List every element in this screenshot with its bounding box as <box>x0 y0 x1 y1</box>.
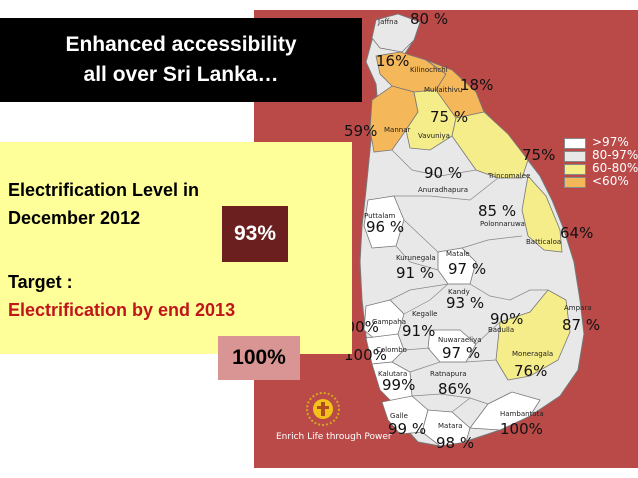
district-label-kalutara: Kalutara <box>378 370 408 378</box>
legend-label: <60% <box>592 174 629 188</box>
region-vavuniya <box>405 89 457 151</box>
district-label-kurunegala: Kurunegala <box>396 254 436 262</box>
title-line-1: Enhanced accessibility <box>65 33 297 56</box>
district-label-colombo: Colombo <box>376 346 407 354</box>
region-batticaloa <box>521 175 563 253</box>
district-label-vavuniya: Vavuniya <box>418 132 450 140</box>
district-label-galle: Galle <box>390 412 408 420</box>
electrification-level-label: Electrification Level in <box>8 180 200 200</box>
value-kegalle: 90% <box>490 310 524 328</box>
value-jaffna: 80 % <box>410 10 449 28</box>
legend-swatch-80-97 <box>564 151 586 162</box>
district-label-ampara: Ampara <box>564 304 592 312</box>
region-trincomalee <box>451 111 529 179</box>
district-label-matara: Matara <box>438 422 463 430</box>
value-ratnapura: 86% <box>438 380 472 398</box>
legend-label: 80-97% <box>592 148 638 162</box>
district-label-gampaha: Gampaha <box>372 318 406 326</box>
legend-swatch-under60 <box>564 177 586 188</box>
region-colombo <box>365 333 405 365</box>
legend-swatch-over97 <box>564 138 586 149</box>
value-vavuniya: 75 % <box>430 108 469 126</box>
legend-label: 60-80% <box>592 161 638 175</box>
level-value-badge: 93% <box>222 206 288 262</box>
value-polonnaruwa: 85 % <box>478 202 517 220</box>
district-label-kegalle: Kegalle <box>412 310 438 318</box>
value-puttalam: 96 % <box>366 218 405 236</box>
tagline: Enrich Life through Power <box>276 432 392 442</box>
title-line-2: all over Sri Lanka… <box>83 63 279 86</box>
region-moneragala <box>495 289 571 381</box>
value-kilinochchi: 16% <box>376 52 410 70</box>
district-label-batticaloa: Batticaloa <box>526 238 562 246</box>
district-label-kilinochchi: Kilinochchi <box>410 66 448 74</box>
district-label-mannar: Mannar <box>384 126 411 134</box>
district-label-kandy: Kandy <box>448 288 470 296</box>
electrification-date-label: December 2012 <box>8 208 141 228</box>
value-anuradhapura: 90 % <box>424 164 463 182</box>
value-moneragala: 76% <box>514 362 548 380</box>
district-label-nuwaraeliya: Nuwaraeliya <box>438 336 482 344</box>
district-label-anuradhapura: Anuradhapura <box>418 186 469 194</box>
legend-swatch-60-80 <box>564 164 586 175</box>
value-kurunegala: 91 % <box>396 264 435 282</box>
district-label-trincomalee: Trincomalee <box>488 172 531 180</box>
info-panel <box>0 142 352 354</box>
district-label-polonnaruwa: Polonnaruwa <box>480 220 525 228</box>
value-matara: 98 % <box>436 434 475 452</box>
value-galle: 99 % <box>388 420 427 438</box>
district-label-hambantota: Hambantota <box>500 410 544 418</box>
district-label-puttalam: Puttalam <box>364 212 396 220</box>
target-label: Target : <box>8 272 73 292</box>
district-label-badulla: Badulla <box>488 326 515 334</box>
target-text: Electrification by end 2013 <box>8 300 236 320</box>
value-matale: 97 % <box>448 260 487 278</box>
district-label-ratnapura: Ratnapura <box>430 370 467 378</box>
value-trincomalee: 75% <box>522 146 556 164</box>
district-label-matale: Matale <box>446 250 470 258</box>
value-hambantota: 100% <box>500 420 543 438</box>
title-banner: Enhanced accessibility all over Sri Lank… <box>0 18 362 102</box>
legend-label: >97% <box>592 135 629 149</box>
value-kandy: 93 % <box>446 294 485 312</box>
sun-logo <box>306 392 340 426</box>
value-gampaha: 91% <box>402 322 436 340</box>
value-batticaloa: 64% <box>560 224 594 242</box>
value-mullaithivu: 18% <box>460 76 494 94</box>
value-kalutara: 99% <box>382 376 416 394</box>
district-label-mullaithivu: Mullaithivu <box>424 86 463 94</box>
value-nuwaraeliya: 97 % <box>442 344 481 362</box>
value-mannar: 59% <box>344 122 378 140</box>
region-jaffna <box>371 13 421 53</box>
value-colombo: 100% <box>344 346 387 364</box>
value-ampara: 87 % <box>562 316 601 334</box>
district-label-jaffna: Jaffna <box>378 18 398 26</box>
target-value-badge: 100% <box>218 336 300 380</box>
district-label-moneragala: Moneragala <box>512 350 554 358</box>
